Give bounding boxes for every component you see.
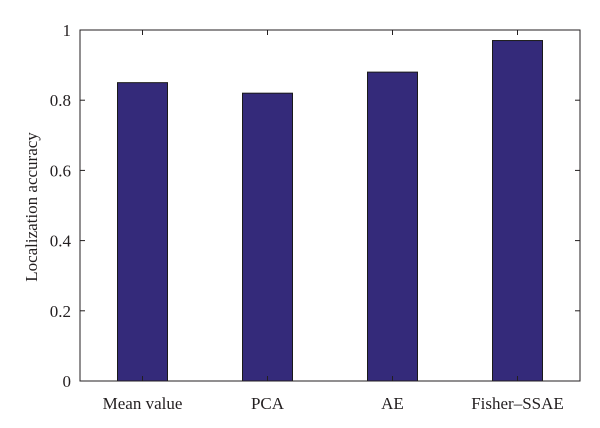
- bar-3: [492, 40, 543, 382]
- y-tick-label-3: 0.6: [50, 161, 71, 180]
- y-tick-label-2: 0.4: [50, 232, 72, 251]
- y-tick-label-4: 0.8: [50, 91, 71, 110]
- bar-1: [242, 92, 293, 382]
- x-tick-label-1: PCA: [251, 394, 285, 413]
- axes-layer: [79, 29, 581, 382]
- bars-layer: [117, 40, 543, 382]
- x-tick-label-0: Mean value: [103, 394, 183, 413]
- x-ticks-layer: Mean value PCA AE Fisher–SSAE: [103, 30, 564, 413]
- bar-0: [117, 82, 168, 382]
- y-axis-label: Localization accuracy: [22, 132, 41, 282]
- x-tick-label-3: Fisher–SSAE: [471, 394, 564, 413]
- y-ticks-layer: 0 0.2 0.4 0.6 0.8 1: [50, 21, 580, 391]
- y-tick-label-5: 1: [63, 21, 72, 40]
- y-tick-label-1: 0.2: [50, 302, 71, 321]
- bar-2: [367, 71, 418, 382]
- x-tick-label-2: AE: [381, 394, 404, 413]
- y-tick-label-0: 0: [63, 372, 72, 391]
- plot-frame: [79, 29, 581, 382]
